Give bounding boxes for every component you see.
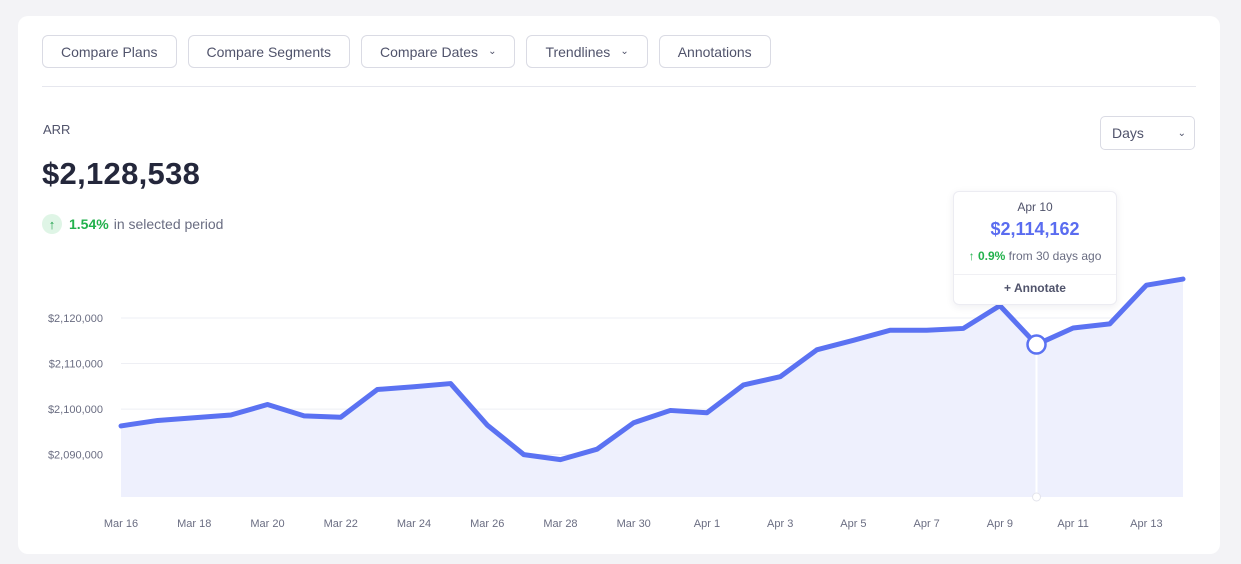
tooltip-change: ↑ 0.9% from 30 days ago <box>954 249 1116 263</box>
metric-value: $2,128,538 <box>42 156 201 191</box>
toolbar-divider <box>42 86 1196 87</box>
metric-change-pct: 1.54% <box>69 216 109 232</box>
series-area <box>121 279 1183 497</box>
highlighted-point <box>1026 334 1047 355</box>
chart-tooltip: Apr 10 $2,114,162 ↑ 0.9% from 30 days ag… <box>953 191 1117 305</box>
tooltip-up-arrow-icon: ↑ <box>968 249 975 263</box>
compare-segments-label: Compare Segments <box>206 43 332 60</box>
x-tick-label: Mar 28 <box>543 518 577 530</box>
compare-plans-button[interactable]: Compare Plans <box>42 35 177 68</box>
y-tick-label: $2,100,000 <box>48 404 103 416</box>
arr-card: Compare Plans Compare Segments Compare D… <box>18 16 1220 554</box>
x-tick-label: Mar 22 <box>324 518 358 530</box>
x-tick-label: Mar 30 <box>617 518 651 530</box>
y-tick-label: $2,120,000 <box>48 313 103 325</box>
x-tick-label: Apr 9 <box>987 518 1013 530</box>
metric-change-text: in selected period <box>113 216 224 232</box>
x-tick-label: Apr 11 <box>1057 518 1089 530</box>
x-tick-label: Apr 1 <box>694 518 720 530</box>
annotations-label: Annotations <box>677 43 752 60</box>
x-tick-label: Mar 24 <box>397 518 431 530</box>
annotations-button[interactable]: Annotations <box>658 35 771 68</box>
tooltip-change-text: from 30 days ago <box>1008 249 1102 263</box>
period-select[interactable]: Days ⌄ <box>1100 116 1195 150</box>
chevron-down-icon: ⌄ <box>488 46 497 57</box>
x-tick-label: Mar 18 <box>177 518 211 530</box>
compare-dates-label: Compare Dates <box>380 43 479 60</box>
hover-guide-end <box>1032 492 1042 502</box>
period-select-value: Days <box>1112 125 1144 141</box>
compare-dates-dropdown[interactable]: Compare Dates ⌄ <box>361 35 516 68</box>
arr-chart[interactable]: $2,090,000 $2,100,000 $2,110,000 $2,120,000… <box>18 16 1220 554</box>
y-tick-label: $2,110,000 <box>49 359 103 371</box>
x-tick-label: Apr 3 <box>767 518 793 530</box>
toolbar: Compare Plans Compare Segments Compare D… <box>42 35 771 69</box>
tooltip-value: $2,114,162 <box>990 219 1080 239</box>
compare-plans-label: Compare Plans <box>61 43 158 60</box>
tooltip-divider <box>954 274 1116 275</box>
x-tick-label: Apr 5 <box>840 518 866 530</box>
trendlines-label: Trendlines <box>545 43 611 60</box>
x-tick-label: Apr 13 <box>1130 518 1162 530</box>
arrow-up-icon: ↑ <box>42 214 62 234</box>
y-tick-label: $2,090,000 <box>48 450 103 462</box>
x-tick-label: Mar 20 <box>250 518 284 530</box>
x-tick-label: Mar 26 <box>470 518 504 530</box>
tooltip-change-pct: 0.9% <box>977 249 1006 263</box>
series-line <box>118 276 1186 463</box>
metric-label: ARR <box>43 122 71 137</box>
chevron-down-icon: ⌄ <box>1177 127 1186 139</box>
trendlines-dropdown[interactable]: Trendlines ⌄ <box>526 35 648 68</box>
x-tick-label: Mar 16 <box>104 518 138 530</box>
metric-change: ↑ 1.54% in selected period <box>42 214 223 234</box>
chevron-down-icon: ⌄ <box>620 46 629 57</box>
x-tick-label: Apr 7 <box>914 518 940 530</box>
tooltip-date: Apr 10 <box>1017 200 1053 214</box>
annotate-button[interactable]: + Annotate <box>1004 281 1066 295</box>
compare-segments-button[interactable]: Compare Segments <box>187 35 351 68</box>
